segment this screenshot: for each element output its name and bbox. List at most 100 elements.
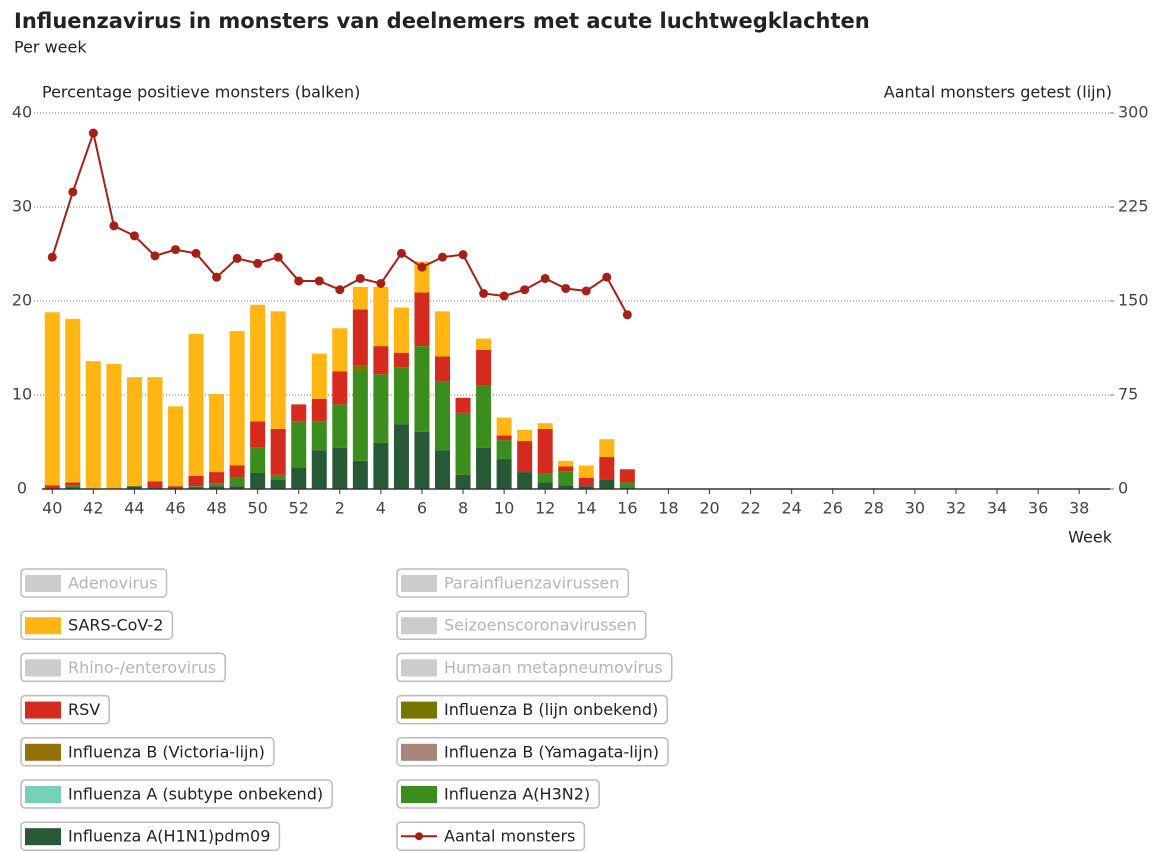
legend-item: SARS-CoV-2 xyxy=(20,610,174,640)
legend-swatch xyxy=(401,617,437,635)
bar-segment xyxy=(229,331,245,466)
bar-segment xyxy=(291,421,307,468)
bar-segment xyxy=(393,424,409,489)
bar-segment xyxy=(65,487,81,489)
legend-box xyxy=(396,821,586,851)
bar-segment xyxy=(537,423,553,429)
x-tick-label: 18 xyxy=(658,499,678,518)
y-tick-label: 0 xyxy=(17,479,27,498)
bar-segment xyxy=(270,474,286,480)
bar-segment xyxy=(496,458,512,489)
legend-box xyxy=(396,652,673,683)
legend-box xyxy=(396,610,647,640)
line-point xyxy=(314,276,324,286)
bar-segment xyxy=(147,481,163,488)
bar-segment xyxy=(209,394,225,473)
x-tick-label: 30 xyxy=(905,499,925,518)
y2-tick-label: 0 xyxy=(1118,479,1128,498)
x-tick-label: 38 xyxy=(1069,499,1089,518)
legend-label: Influenza B (Yamagata-lijn) xyxy=(444,742,659,761)
x-tick-label: 42 xyxy=(83,499,103,518)
bar-segment xyxy=(476,385,492,448)
bar-segment xyxy=(229,486,245,489)
legend-swatch xyxy=(25,659,61,677)
x-tick-label: 52 xyxy=(289,499,309,518)
line-point xyxy=(232,253,242,263)
legend-item: Parainfluenzavirussen xyxy=(396,568,630,598)
bar-segment xyxy=(537,473,553,483)
bar-segment xyxy=(332,404,348,448)
line-point xyxy=(294,276,304,286)
y2-tick-label: 225 xyxy=(1118,197,1149,216)
legend-swatch xyxy=(25,828,61,846)
legend-label: Influenza A(H3N2) xyxy=(444,785,590,804)
line-point xyxy=(540,273,550,283)
legend-item: RSV xyxy=(20,694,110,725)
bar-segment xyxy=(311,398,327,422)
bar-segment xyxy=(332,371,348,405)
bar-segment xyxy=(168,406,183,487)
bar-segment xyxy=(147,377,163,482)
bar-segment xyxy=(270,479,286,489)
legend-box xyxy=(20,652,226,683)
x-tick-label: 44 xyxy=(124,499,144,518)
bar-segment xyxy=(537,428,553,474)
bar-segment xyxy=(373,442,389,489)
bar-segment xyxy=(558,460,574,467)
x-tick-label: 22 xyxy=(740,499,760,518)
bar-segment xyxy=(496,435,512,441)
legend-item: Influenza A(H1N1)pdm09 xyxy=(20,821,281,851)
bar-segment xyxy=(352,286,368,310)
x-tick-label: 8 xyxy=(458,499,468,518)
bar-segment xyxy=(188,333,204,476)
legend-item: Influenza B (Yamagata-lijn) xyxy=(396,737,669,767)
chart-subtitle: Per week xyxy=(14,38,87,57)
line-point xyxy=(396,248,406,258)
bar-segment xyxy=(352,365,368,372)
bar-segment xyxy=(229,477,245,487)
bar-segment xyxy=(352,371,368,461)
line-point xyxy=(438,252,447,262)
legend-label: Adenovirus xyxy=(68,574,158,593)
bar-segment xyxy=(332,328,348,372)
bar-segment xyxy=(250,421,266,448)
x-tick-label: 34 xyxy=(987,499,1007,518)
bar-segment xyxy=(291,404,307,422)
chart-title: Influenzavirus in monsters van deelnemer… xyxy=(14,9,870,33)
legend-label: SARS-CoV-2 xyxy=(68,616,163,635)
line-point xyxy=(376,278,386,288)
bar-segment xyxy=(209,486,225,489)
legend-item: Adenovirus xyxy=(20,568,168,598)
legend-item: Influenza A(H3N2) xyxy=(396,779,600,809)
legend-swatch xyxy=(401,575,437,592)
bar-segment xyxy=(476,338,492,350)
x-tick-label: 48 xyxy=(206,499,226,518)
bar-segment xyxy=(270,311,286,429)
legend-swatch xyxy=(401,701,437,719)
bar-segment xyxy=(311,353,327,399)
bar-segment xyxy=(85,361,101,489)
bar-segment xyxy=(168,486,183,489)
bar-segment xyxy=(44,312,60,486)
legend-item: Influenza A (subtype onbekend) xyxy=(20,779,333,809)
bar-segment xyxy=(578,465,594,478)
x-tick-label: 2 xyxy=(335,499,345,518)
legend-swatch xyxy=(401,786,437,803)
line-point xyxy=(150,251,160,261)
bar-segment xyxy=(558,466,574,472)
bar-segment xyxy=(496,417,512,436)
line-point xyxy=(355,273,365,283)
bar-segment xyxy=(599,457,615,480)
legend-swatch xyxy=(25,575,61,592)
y2-tick-label: 150 xyxy=(1118,291,1149,310)
bar-segment xyxy=(229,465,245,478)
bar-segment xyxy=(373,286,389,347)
legend-label: Humaan metapneumovirus xyxy=(444,658,663,677)
bar-segment xyxy=(599,439,615,458)
legend-swatch xyxy=(25,743,61,761)
legend-label: Influenza A (subtype onbekend) xyxy=(68,785,323,804)
y2-axis-label: Aantal monsters getest (lijn) xyxy=(884,83,1112,102)
bar-segment xyxy=(517,472,533,489)
legend-label: Influenza B (Victoria-lijn) xyxy=(68,742,265,761)
bar-segment xyxy=(435,356,450,382)
